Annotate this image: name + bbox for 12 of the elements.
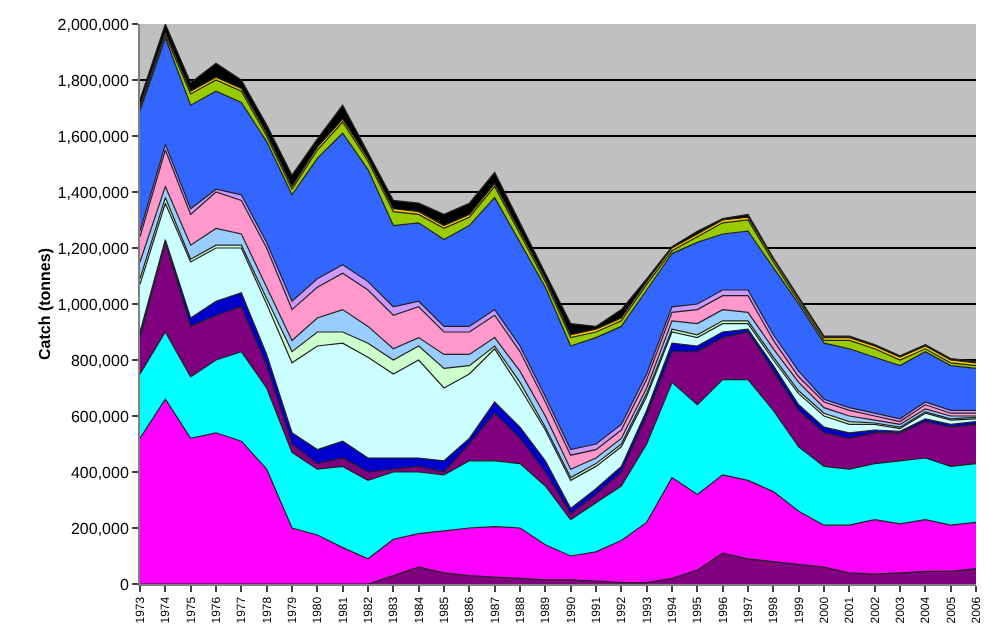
- y-tick-label: 0: [119, 575, 130, 594]
- y-tick-label: 400,000: [70, 463, 130, 482]
- y-tick-label: 200,000: [70, 519, 130, 538]
- y-tick-label: 600,000: [70, 407, 130, 426]
- y-tick-label: 800,000: [70, 351, 130, 370]
- y-tick-label: 1,400,000: [57, 183, 130, 202]
- y-axis-title: Catch (tonnes): [35, 247, 54, 360]
- y-tick-label: 1,000,000: [57, 295, 130, 314]
- y-tick-label: 1,800,000: [57, 71, 130, 90]
- y-tick-label: 1,600,000: [57, 127, 130, 146]
- y-tick-label: 2,000,000: [57, 15, 130, 34]
- y-tick-label: 1,200,000: [57, 239, 130, 258]
